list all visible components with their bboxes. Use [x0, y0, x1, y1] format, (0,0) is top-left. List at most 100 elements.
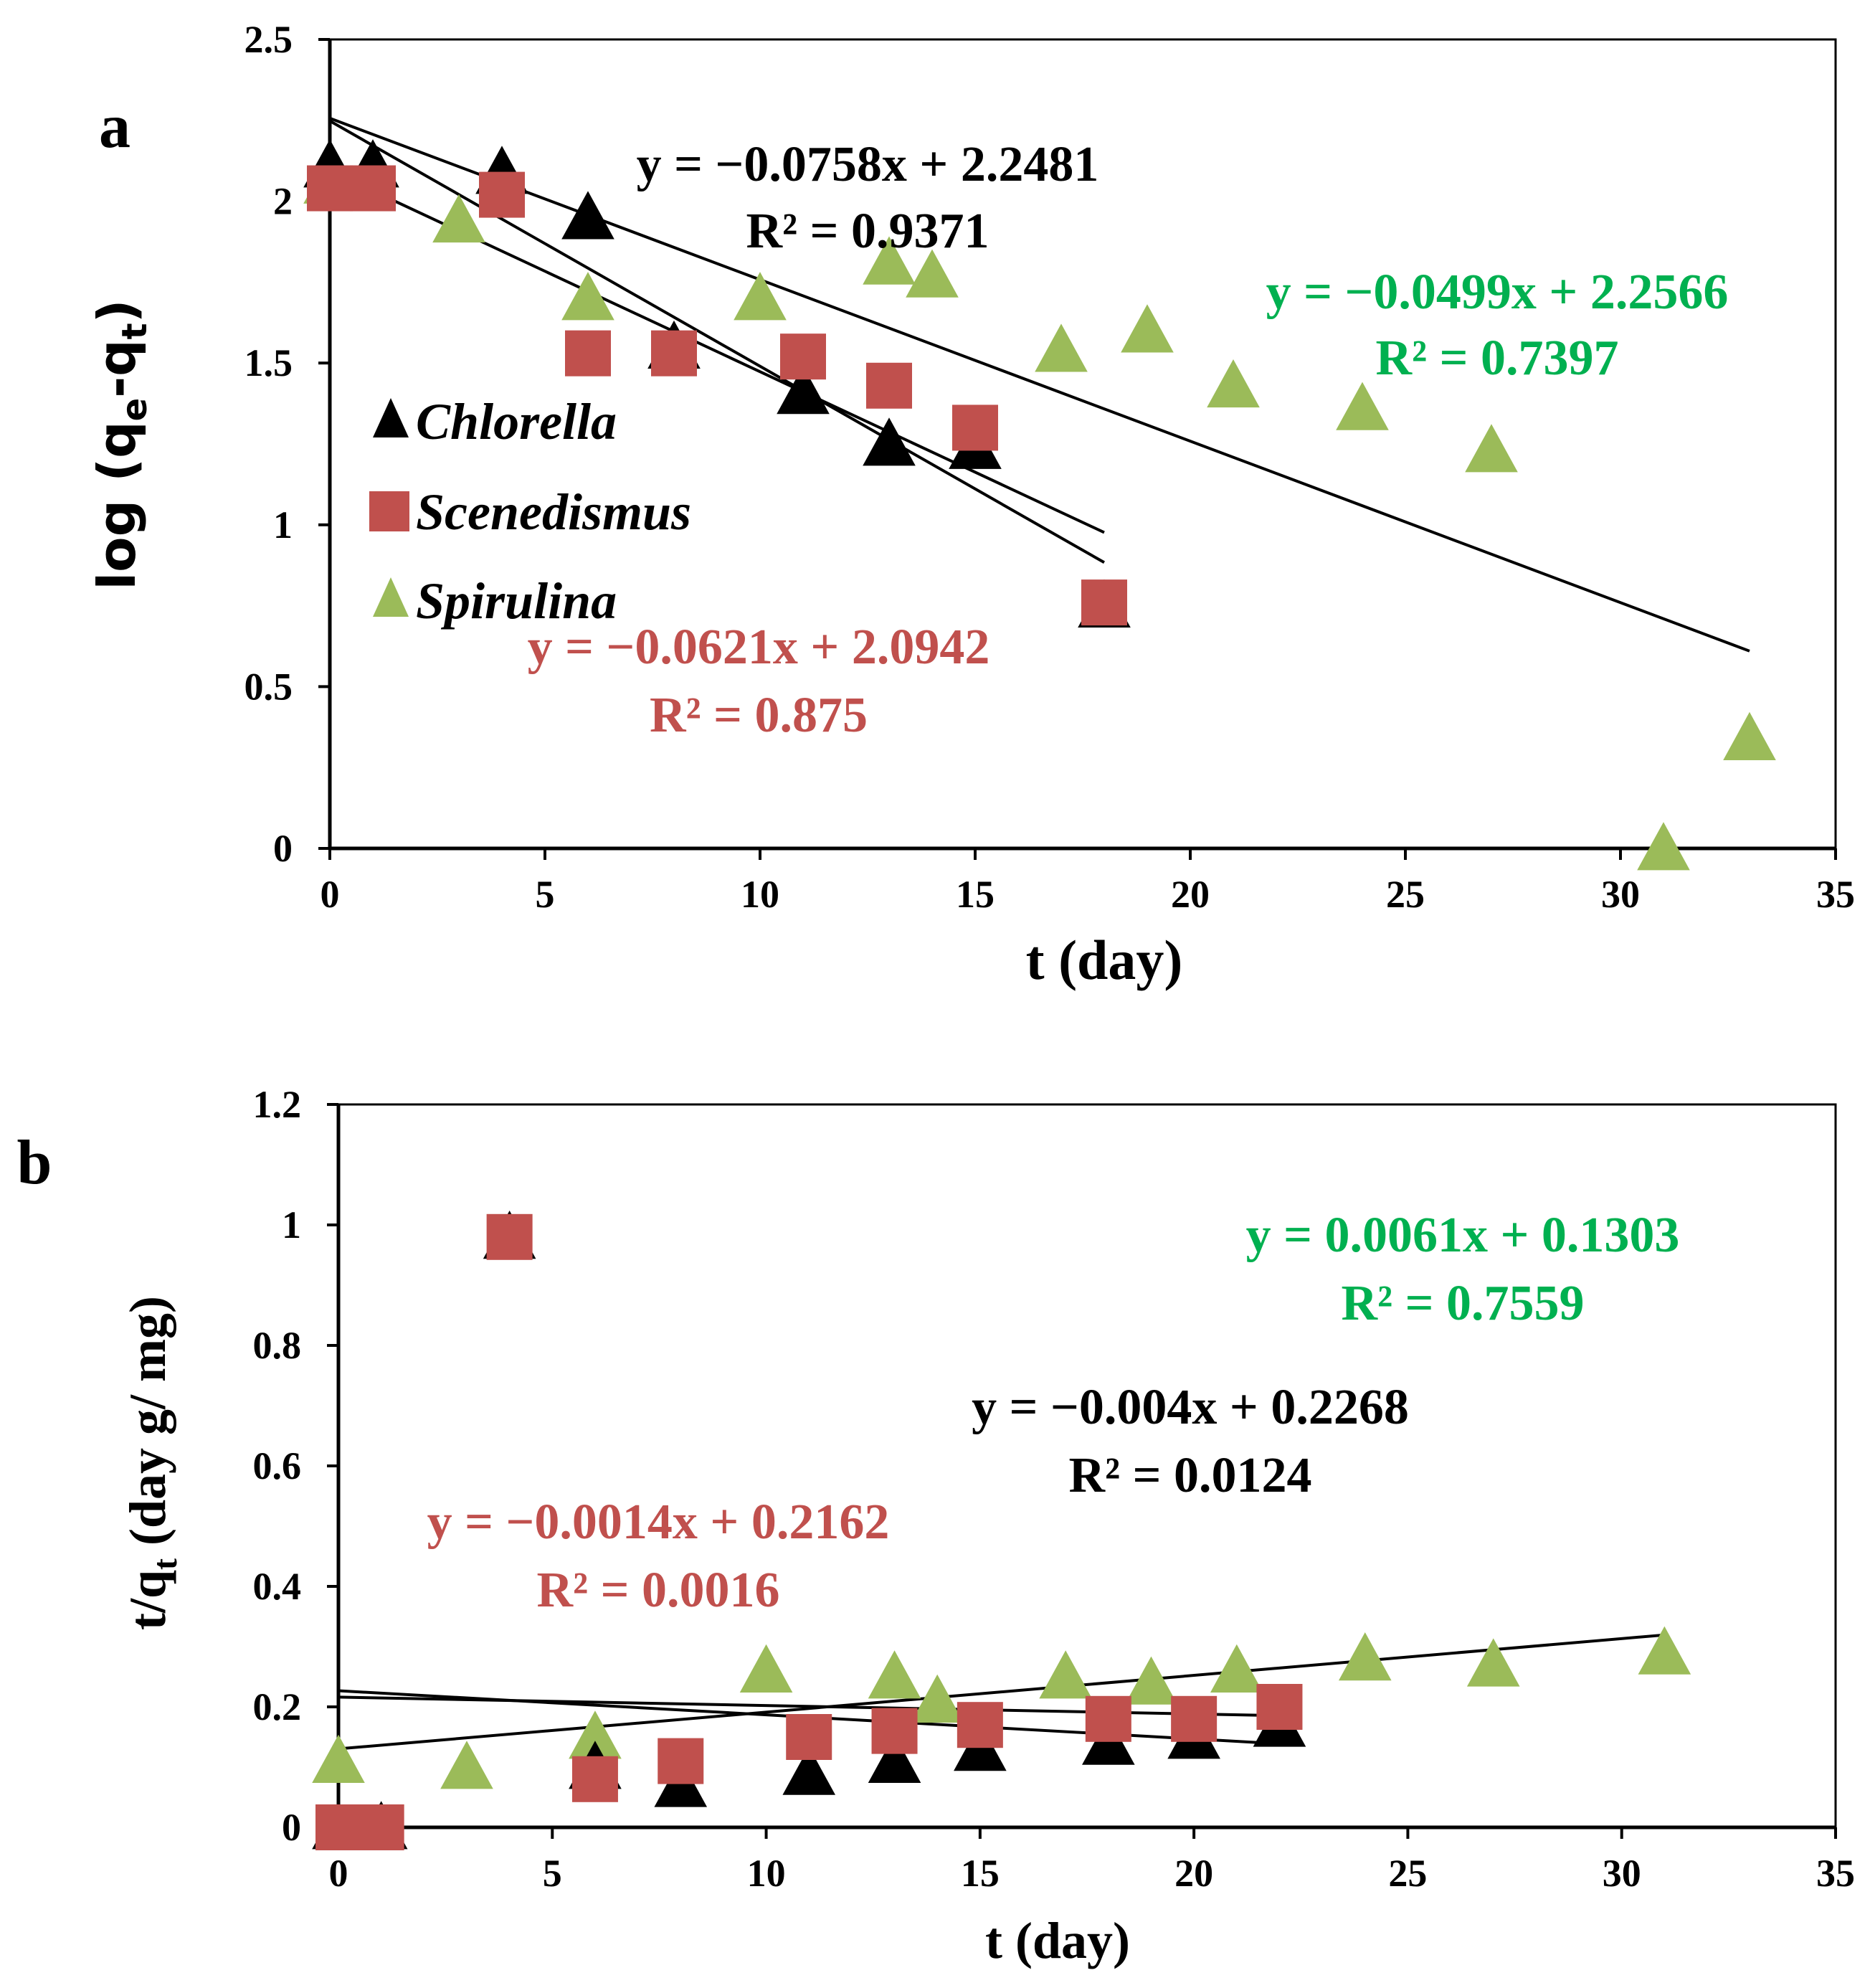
- a-point-spirulina: [863, 236, 916, 285]
- b-x-tick-label: 0: [329, 1852, 348, 1895]
- panel-b-y-label: t/qt (day g/ mg): [119, 1296, 184, 1630]
- a-point-spirulina: [1207, 359, 1260, 408]
- panel-a-r2-chlorella: R² = 0.9371: [746, 204, 989, 259]
- b-y-tick-label: 1.2: [253, 1083, 302, 1126]
- a-point-scenedismus: [479, 171, 525, 218]
- b-point-scenedismus: [1171, 1695, 1218, 1742]
- panel-b-x-axis: 0 5 10 15 20 25 30 35: [329, 1825, 1855, 1895]
- b-point-spirulina: [911, 1674, 964, 1723]
- a-x-tick-label: 30: [1601, 873, 1640, 916]
- a-x-tick-label: 15: [956, 873, 995, 916]
- panel-b-y-label-sub: t: [146, 1558, 184, 1570]
- a-point-chlorella: [561, 191, 614, 240]
- b-point-spirulina: [1466, 1638, 1520, 1687]
- panel-a: a 00.511.522.5 0 5 10 15 20 25 30 35 log (qe-qt…: [87, 18, 1855, 991]
- panel-a-y-label: log (qe-qt): [87, 299, 155, 590]
- b-y-tick-label: 0.2: [253, 1685, 302, 1728]
- panel-b-eq-spirulina: y = 0.0061x + 0.1303: [1246, 1208, 1680, 1263]
- panel-b-y-label-end: (day g/ mg): [119, 1296, 176, 1558]
- a-y-tick-label: 2.5: [245, 18, 293, 61]
- a-point-spirulina: [734, 272, 787, 321]
- a-point-scenedismus: [1081, 579, 1127, 626]
- a-point-spirulina: [561, 272, 614, 321]
- panel-b-r2-chlorella: R² = 0.0124: [1069, 1448, 1312, 1503]
- b-point-spirulina: [1210, 1644, 1263, 1693]
- b-point-spirulina: [440, 1741, 493, 1789]
- a-x-tick-label: 25: [1386, 873, 1425, 916]
- b-point-scenedismus: [571, 1756, 618, 1802]
- a-point-spirulina: [906, 249, 959, 298]
- panel-b-points: [312, 1211, 1691, 1850]
- b-x-tick-label: 30: [1603, 1852, 1641, 1895]
- a-y-tick-label: 1: [273, 503, 293, 546]
- b-y-tick-label: 1: [282, 1203, 301, 1246]
- panel-a-y-label-mid: -q: [87, 339, 147, 397]
- b-point-spirulina: [739, 1644, 793, 1693]
- b-y-tick-label: 0: [282, 1806, 301, 1849]
- a-point-scenedismus: [780, 333, 826, 380]
- panel-a-eq-spirulina: y = −0.0499x + 2.2566: [1266, 265, 1729, 320]
- a-trendline-spirulina: [329, 116, 1750, 653]
- panel-b-x-label: t (day): [985, 1912, 1130, 1969]
- b-point-spirulina: [1039, 1650, 1092, 1699]
- a-point-chlorella: [863, 417, 916, 466]
- panel-a-x-axis: 0 5 10 15 20 25 30 35: [321, 846, 1855, 916]
- legend-spirulina-label: Spirulina: [416, 572, 617, 630]
- a-y-tick-label: 0: [273, 827, 293, 870]
- a-point-scenedismus: [350, 165, 396, 212]
- b-trendline-spirulina: [338, 1633, 1665, 1751]
- panel-b-label: b: [17, 1128, 52, 1198]
- b-x-tick-label: 25: [1388, 1852, 1427, 1895]
- a-point-spirulina: [1121, 304, 1174, 353]
- b-y-tick-label: 0.6: [253, 1444, 302, 1487]
- panel-a-x-label: t (day): [1026, 929, 1183, 991]
- panel-b-r2-spirulina: R² = 0.7559: [1342, 1276, 1585, 1331]
- a-point-scenedismus: [307, 165, 353, 212]
- b-x-tick-label: 35: [1816, 1852, 1855, 1895]
- b-point-scenedismus: [871, 1708, 918, 1754]
- legend-spirulina-marker: [373, 577, 409, 617]
- a-point-chlorella: [777, 366, 830, 415]
- panel-b-r2-scenedismus: R² = 0.0016: [537, 1563, 780, 1618]
- a-x-tick-label: 20: [1171, 873, 1210, 916]
- b-point-scenedismus: [1085, 1695, 1131, 1742]
- a-x-tick-label: 10: [741, 873, 779, 916]
- b-point-spirulina: [1638, 1626, 1691, 1675]
- b-point-scenedismus: [315, 1804, 361, 1850]
- b-point-scenedismus: [786, 1714, 832, 1760]
- panel-b-y-axis: 0 0.2 0.4 0.6 0.8 1 1.2: [253, 1083, 341, 1849]
- panel-b: b 00.20.40.60.811.2 0 5 10 15 20 25 30 35 t/qt …: [17, 1083, 1855, 1969]
- panel-a-y-label-main: log (q: [87, 421, 147, 590]
- legend-scenedismus-marker: [369, 491, 409, 531]
- panel-a-points: [303, 139, 1776, 871]
- b-x-tick-label: 5: [543, 1852, 562, 1895]
- panel-b-eq-scenedismus: y = −0.0014x + 0.2162: [427, 1495, 890, 1550]
- panel-a-r2-spirulina: R² = 0.7397: [1376, 331, 1619, 386]
- a-x-tick-label: 0: [321, 873, 340, 916]
- b-point-scenedismus: [358, 1804, 404, 1850]
- legend-scenedismus-label: Scenedismus: [416, 483, 691, 541]
- b-x-tick-label: 10: [747, 1852, 786, 1895]
- b-point-scenedismus: [1256, 1684, 1303, 1730]
- panel-a-label: a: [99, 92, 130, 161]
- b-x-tick-label: 15: [961, 1852, 1000, 1895]
- panel-b-eq-chlorella: y = −0.004x + 0.2268: [972, 1380, 1409, 1435]
- panel-a-y-label-end: ): [87, 299, 147, 323]
- legend-chlorella-marker: [373, 398, 409, 437]
- a-y-tick-label: 1.5: [245, 341, 293, 384]
- a-point-spirulina: [1336, 382, 1389, 430]
- a-y-tick-label: 2: [273, 180, 293, 223]
- b-y-tick-label: 0.8: [253, 1324, 302, 1367]
- a-point-spirulina: [1465, 424, 1518, 473]
- b-point-spirulina: [312, 1734, 365, 1783]
- b-point-chlorella: [868, 1734, 921, 1783]
- panel-a-r2-scenedismus: R² = 0.875: [650, 688, 868, 743]
- a-y-tick-label: 0.5: [245, 665, 293, 708]
- b-point-scenedismus: [658, 1738, 704, 1784]
- a-x-tick-label: 35: [1816, 873, 1855, 916]
- a-point-spirulina: [1035, 323, 1088, 372]
- legend-chlorella-label: Chlorella: [416, 393, 617, 450]
- a-point-scenedismus: [866, 362, 912, 409]
- a-point-scenedismus: [651, 330, 697, 377]
